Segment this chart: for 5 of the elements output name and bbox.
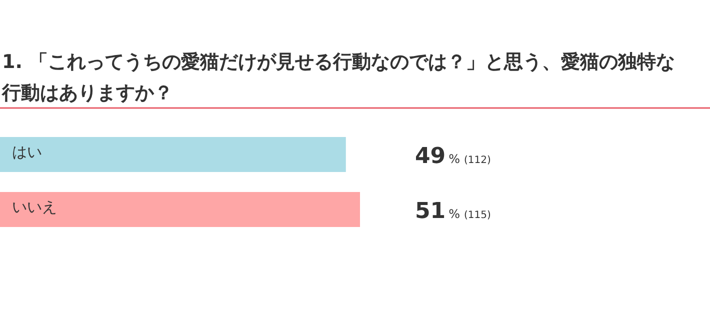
data-label: 49% (112) xyxy=(415,144,492,169)
y-tick-label: はい xyxy=(12,143,42,161)
title: 1. 「これってうちの愛猫だけが見せる行動なのでは？」と思う、愛猫の独特な行動はありますか？ xyxy=(2,51,676,104)
data-label: 51% (115) xyxy=(415,199,492,224)
y-tick-label: いいえ xyxy=(12,198,57,216)
